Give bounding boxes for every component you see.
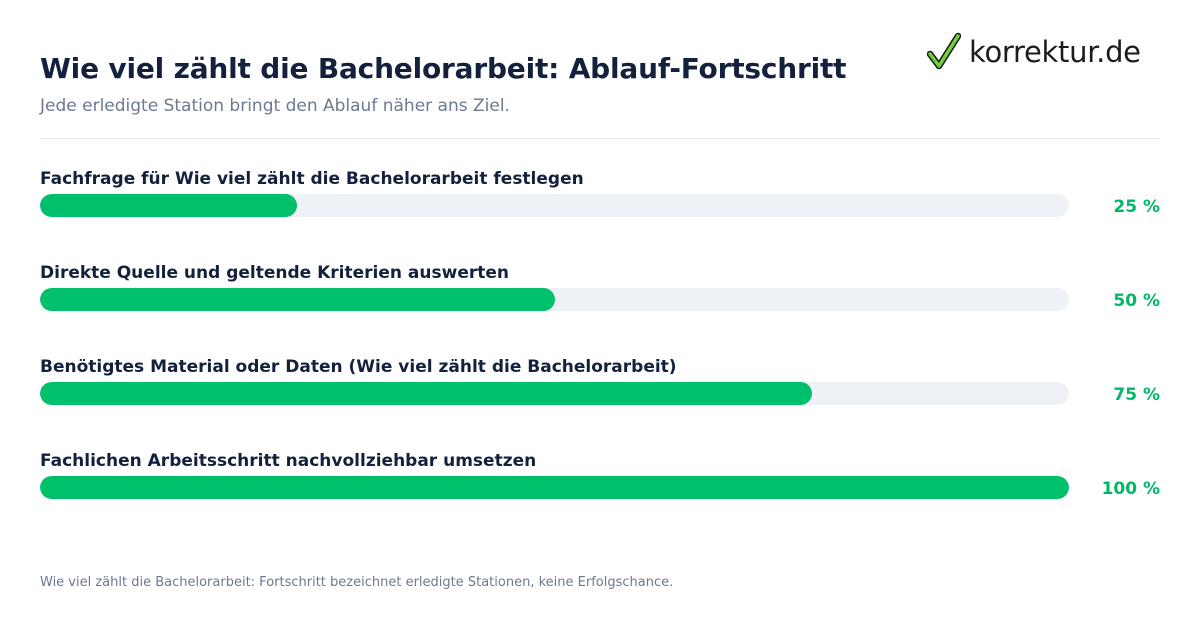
progress-bar	[40, 382, 812, 405]
progress-value-label: 75 %	[1113, 385, 1160, 405]
header-divider	[40, 138, 1160, 139]
brand-logo[interactable]: korrektur.de	[927, 30, 1141, 74]
progress-bar	[40, 288, 555, 311]
progress-row: Benötigtes Material oder Daten (Wie viel…	[40, 357, 1160, 417]
progress-bar	[40, 476, 1069, 499]
progress-label: Fachfrage für Wie viel zählt die Bachelo…	[40, 169, 584, 189]
checkmark-icon	[927, 32, 961, 70]
progress-row: Direkte Quelle und geltende Kriterien au…	[40, 263, 1160, 323]
progress-row: Fachlichen Arbeitsschritt nachvollziehba…	[40, 451, 1160, 511]
progress-label: Direkte Quelle und geltende Kriterien au…	[40, 263, 509, 283]
progress-bar	[40, 194, 298, 217]
progress-track	[40, 476, 1069, 499]
progress-value-label: 25 %	[1113, 197, 1160, 217]
page-subtitle: Jede erledigte Station bringt den Ablauf…	[40, 96, 510, 116]
progress-track	[40, 382, 1069, 405]
progress-label: Benötigtes Material oder Daten (Wie viel…	[40, 357, 677, 377]
progress-label: Fachlichen Arbeitsschritt nachvollziehba…	[40, 451, 537, 471]
brand-name: korrektur.de	[969, 35, 1141, 69]
progress-value-label: 50 %	[1113, 291, 1160, 311]
footnote: Wie viel zählt die Bachelorarbeit: Forts…	[40, 575, 674, 590]
progress-track	[40, 288, 1069, 311]
progress-track	[40, 194, 1069, 217]
page-title: Wie viel zählt die Bachelorarbeit: Ablau…	[40, 52, 847, 85]
progress-row: Fachfrage für Wie viel zählt die Bachelo…	[40, 169, 1160, 229]
progress-value-label: 100 %	[1101, 479, 1160, 499]
